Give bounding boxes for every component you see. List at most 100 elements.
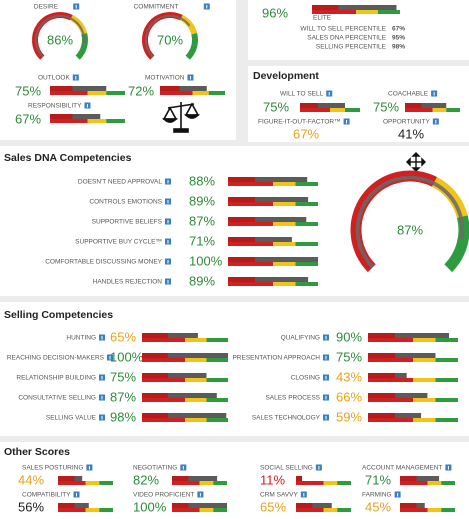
score-bar <box>228 257 318 262</box>
info-icon-glyph <box>325 416 327 420</box>
score-bar-accent <box>368 413 395 418</box>
scale-band <box>273 242 296 246</box>
metric-label: RESPONSIBILITY <box>28 103 82 110</box>
scale-band <box>435 398 458 402</box>
score-bar-accent <box>312 5 339 10</box>
score-bar-accent <box>58 476 75 481</box>
scale-band <box>208 91 225 95</box>
scale-band <box>87 91 107 95</box>
metric-value: 87% <box>189 213 215 228</box>
info-icon-glyph <box>325 376 327 380</box>
score-bar-accent <box>172 476 189 481</box>
scale-band <box>405 108 433 112</box>
info-icon-glyph <box>199 493 201 497</box>
scale-band <box>50 91 88 95</box>
scale-band <box>58 481 86 485</box>
info-icon-glyph <box>433 92 435 96</box>
scale-band <box>413 418 436 422</box>
metric-value: 65% <box>260 499 286 514</box>
metric-value: 88% <box>189 173 215 188</box>
scale-band <box>435 358 458 362</box>
info-icon-glyph <box>101 416 103 420</box>
metric-label: RELATIONSHIP BUILDING <box>16 375 96 382</box>
scale-band <box>446 108 460 112</box>
percentile-value: 98% <box>392 44 405 51</box>
info-icon-glyph <box>435 120 437 124</box>
info-icon-glyph <box>167 200 169 204</box>
scale-band <box>142 338 185 342</box>
section-title: Sales DNA Competencies <box>4 152 132 164</box>
scale-band <box>435 418 458 422</box>
metric-value: 75% <box>110 369 136 384</box>
score-bar-accent <box>228 257 255 262</box>
scale-band <box>368 358 413 362</box>
metric-label: DESIRE <box>34 4 59 11</box>
info-icon-glyph <box>76 493 78 497</box>
scale-band <box>99 481 113 485</box>
metric-value: 45% <box>365 499 391 514</box>
info-icon-glyph <box>182 466 184 470</box>
section-title: Development <box>253 70 319 82</box>
metric-label: COMPATIBILITY <box>22 492 71 499</box>
scale-band <box>228 282 273 286</box>
metric-value: 89% <box>189 193 215 208</box>
metric-label: CLOSING <box>291 375 320 382</box>
scale-band <box>295 202 318 206</box>
metric-label: SUPPORTIVE BELIEFS <box>92 219 163 226</box>
scale-band <box>192 91 209 95</box>
metric-value: 56% <box>18 499 44 514</box>
score-bar-accent <box>228 237 255 242</box>
metric-label: COMFORTABLE DISCUSSING MONEY <box>45 259 162 266</box>
score-bar-accent <box>400 476 417 481</box>
score-bar <box>300 103 345 108</box>
scale-band <box>172 508 200 512</box>
score-bar-accent <box>296 476 303 481</box>
percentile-label: SALES DNA PERCENTILE <box>307 35 386 42</box>
score-bar <box>142 393 217 398</box>
percentile-value: 95% <box>392 35 405 42</box>
metric-value: 75% <box>336 349 362 364</box>
scale-band <box>142 358 185 362</box>
metric-value: 89% <box>189 273 215 288</box>
scale-band <box>296 481 324 485</box>
metric-value: 87% <box>110 389 136 404</box>
metric-value: 67% <box>293 126 319 141</box>
scale-band <box>185 358 207 362</box>
metric-value: 70% <box>157 32 183 47</box>
metric-value: 71% <box>189 233 215 248</box>
scale-band <box>441 508 455 512</box>
scale-band <box>228 242 273 246</box>
level: ELITE <box>313 15 332 22</box>
info-icon-glyph <box>328 92 330 96</box>
scale-icon <box>162 102 200 133</box>
scale-band <box>85 508 100 512</box>
score-bar-accent <box>228 277 255 282</box>
score-bar-accent <box>368 373 395 378</box>
metric-label: SALES PROCESS <box>265 395 320 402</box>
scale-band <box>213 481 227 485</box>
info-icon-glyph <box>167 180 169 184</box>
info-icon-glyph <box>101 336 103 340</box>
metric-label: PRESENTATION APPROACH <box>232 355 320 362</box>
scale-band <box>413 338 436 342</box>
info-icon-glyph <box>86 104 88 108</box>
info-icon-glyph <box>109 356 111 360</box>
score-bar-accent <box>142 413 168 418</box>
gauge-value <box>144 14 191 58</box>
scale-band <box>142 418 185 422</box>
score-bar-accent <box>228 217 255 222</box>
metric-label: MOTIVATION <box>145 75 185 82</box>
scale-band <box>295 182 318 186</box>
percentile-label: SELLING PERCENTILE <box>316 44 387 51</box>
score-bar-accent <box>142 333 168 338</box>
info-icon-glyph <box>346 120 348 124</box>
scale-band <box>435 338 458 342</box>
metric-label: OUTLOOK <box>38 75 70 82</box>
scale-band <box>432 108 447 112</box>
info-icon-glyph <box>206 5 208 9</box>
info-icon-glyph <box>167 220 169 224</box>
metric-value: 100% <box>110 349 144 364</box>
metric-value: 11% <box>260 472 285 487</box>
metric-label: QUALIFYING <box>281 335 320 342</box>
scale-band <box>206 378 228 382</box>
